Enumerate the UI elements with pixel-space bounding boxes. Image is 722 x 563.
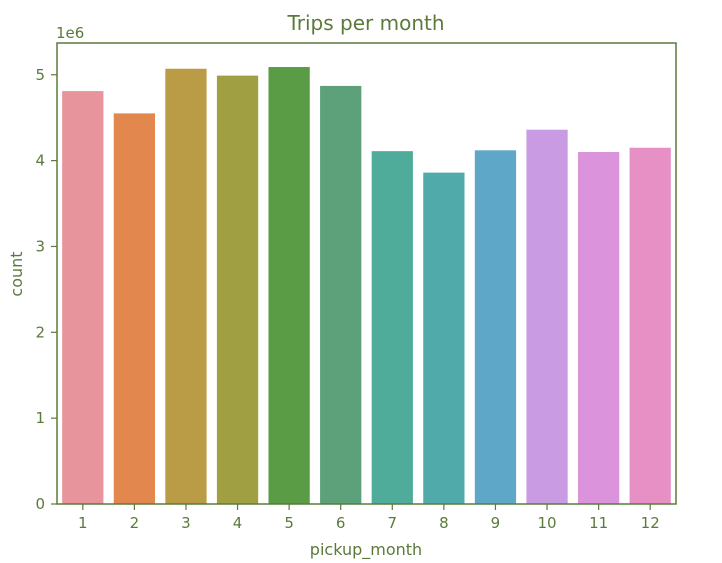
bar-month-10 [526, 129, 568, 504]
y-tick-label: 1 [35, 409, 45, 427]
x-axis-ticks: 1 2 3 4 5 6 7 8 9 10 11 12 [78, 504, 660, 532]
y-tick-label: 4 [35, 152, 45, 170]
x-tick-label: 10 [537, 514, 556, 532]
x-tick-label: 7 [388, 514, 398, 532]
bar-month-4 [216, 75, 259, 504]
x-tick-label: 1 [78, 514, 88, 532]
bar-month-2 [113, 113, 156, 505]
x-tick-label: 8 [439, 514, 449, 532]
bar-month-6 [320, 85, 362, 505]
x-tick-label: 2 [130, 514, 140, 532]
y-tick-label: 2 [35, 323, 45, 341]
x-tick-label: 4 [233, 514, 243, 532]
bar-month-9 [474, 150, 517, 504]
y-axis-label: count [7, 251, 26, 296]
x-tick-label: 11 [589, 514, 608, 532]
y-axis-ticks: 0 1 2 3 4 5 [35, 66, 57, 513]
bar-month-1 [62, 91, 104, 504]
y-axis-offset-label: 1e6 [56, 24, 84, 42]
chart-title: Trips per month [286, 11, 444, 35]
y-tick-label: 5 [35, 66, 45, 84]
plot-frame [56, 42, 677, 505]
x-tick-label: 12 [641, 514, 660, 532]
x-tick-label: 5 [284, 514, 294, 532]
bar-month-5 [268, 67, 310, 505]
y-tick-label: 0 [35, 495, 45, 513]
y-tick-label: 3 [35, 237, 45, 255]
bars-group [62, 67, 671, 505]
bar-month-12 [629, 147, 671, 504]
bar-month-7 [371, 151, 413, 504]
bar-month-8 [423, 172, 465, 504]
x-tick-label: 3 [181, 514, 191, 532]
x-tick-label: 6 [336, 514, 346, 532]
bar-month-11 [577, 152, 620, 505]
bar-month-3 [165, 68, 207, 505]
x-tick-label: 9 [491, 514, 501, 532]
x-axis-label: pickup_month [310, 540, 422, 560]
